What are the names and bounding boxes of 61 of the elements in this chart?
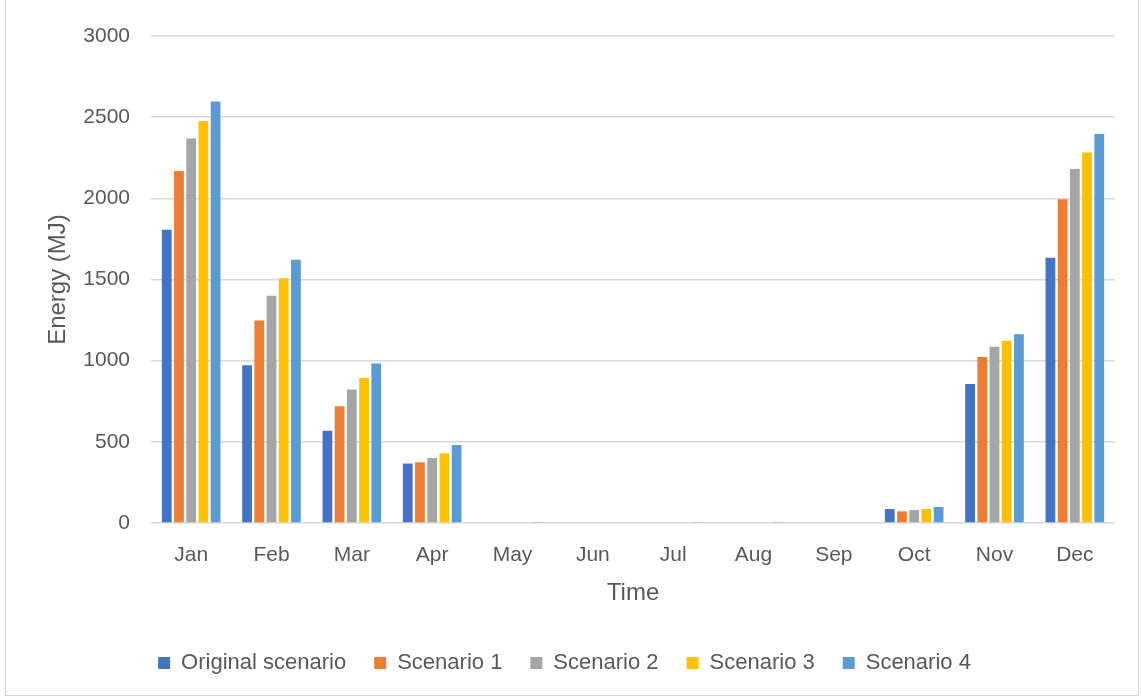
y-tick-label: 2500 — [83, 103, 130, 127]
bar — [909, 510, 920, 523]
bar — [989, 346, 1000, 523]
bar — [210, 101, 221, 523]
x-tick-label: May — [492, 542, 533, 566]
y-tick-label: 1000 — [83, 347, 130, 371]
bar — [242, 365, 252, 523]
x-tick-label: Feb — [253, 542, 290, 566]
bar — [965, 383, 975, 523]
bar — [1001, 340, 1012, 523]
bar — [1014, 334, 1024, 523]
y-tick-label: 0 — [118, 509, 130, 533]
legend-label: Scenario 1 — [397, 649, 503, 675]
bar — [1094, 134, 1105, 523]
legend-label: Original scenario — [181, 649, 347, 675]
x-tick-label: Jul — [659, 542, 687, 566]
x-tick-label: Apr — [415, 542, 449, 566]
x-axis-title: Time — [606, 578, 660, 606]
bar — [359, 378, 369, 523]
bar — [161, 229, 172, 523]
bar — [884, 509, 895, 523]
bar — [977, 356, 988, 523]
x-tick-label: Nov — [975, 542, 1014, 566]
x-tick-label: Jun — [575, 542, 610, 566]
bar — [278, 278, 289, 523]
bar — [415, 462, 425, 523]
legend-label: Scenario 3 — [709, 649, 815, 675]
bar — [897, 511, 907, 523]
bar — [254, 320, 265, 523]
legend-label: Scenario 4 — [865, 649, 971, 675]
bar — [174, 171, 184, 523]
bar — [921, 509, 932, 523]
x-tick-label: Jan — [174, 542, 209, 566]
bar — [198, 121, 209, 523]
x-tick-label: Aug — [734, 542, 773, 566]
bar — [346, 389, 357, 523]
bar — [1069, 169, 1080, 523]
y-tick-label: 3000 — [83, 22, 130, 46]
y-tick-label: 2000 — [83, 185, 130, 209]
legend-label: Scenario 2 — [553, 649, 659, 675]
bar — [371, 363, 382, 523]
bar — [1082, 152, 1092, 523]
y-tick-label: 1500 — [83, 266, 130, 290]
bar — [334, 406, 345, 523]
bar — [439, 453, 450, 523]
bar — [451, 445, 462, 523]
bar — [322, 430, 333, 523]
bar — [402, 463, 413, 523]
y-tick-label: 500 — [94, 428, 130, 452]
x-tick-label: Dec — [1056, 542, 1094, 566]
bar — [291, 259, 301, 523]
y-axis-title: Energy (MJ) — [43, 214, 71, 345]
x-tick-label: Oct — [897, 542, 931, 566]
bar — [186, 138, 197, 523]
bar — [266, 295, 277, 523]
x-tick-label: Sep — [815, 542, 853, 566]
bar — [1045, 257, 1056, 523]
x-tick-label: Mar — [333, 542, 370, 566]
bar — [427, 458, 438, 523]
bar — [1057, 199, 1068, 523]
bar — [933, 506, 944, 523]
